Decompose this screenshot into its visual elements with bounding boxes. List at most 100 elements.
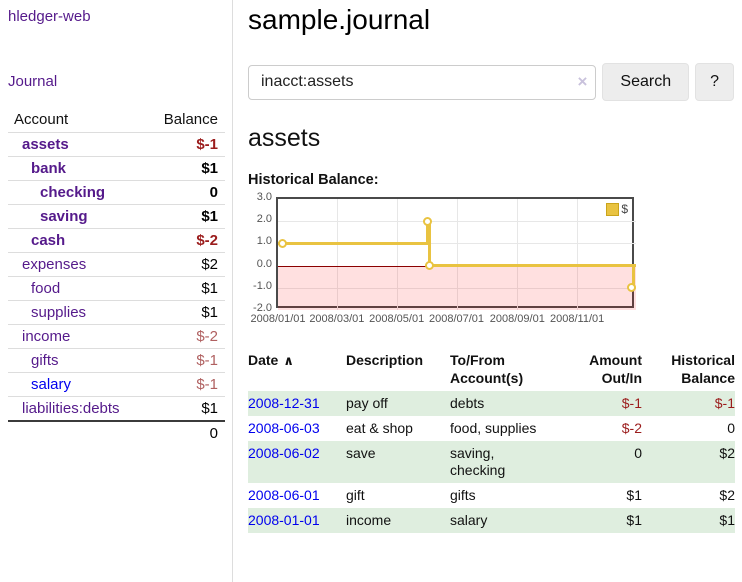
transaction-amount: $1: [626, 512, 642, 528]
register-header-description: Description: [346, 352, 424, 368]
transaction-amount: 0: [634, 445, 642, 461]
account-link-cash[interactable]: cash: [31, 232, 66, 249]
y-tick-label: 0.0: [256, 257, 272, 270]
x-tick-label: 2008/03/01: [309, 313, 365, 325]
transaction-description: pay off: [346, 395, 388, 411]
account-balance: $2: [201, 256, 218, 273]
register-row: 2008-06-02 save saving, checking 0 $2: [248, 441, 735, 483]
account-balance: $-1: [196, 352, 218, 369]
account-balance: $-2: [196, 232, 218, 249]
data-point-marker: [277, 238, 287, 248]
account-balance: $1: [201, 280, 218, 297]
account-row: income $-2: [8, 324, 225, 349]
help-button[interactable]: ?: [695, 63, 734, 101]
account-link-liabilities-debts[interactable]: liabilities:debts: [22, 400, 120, 417]
accounts-header-balance: Balance: [163, 111, 218, 128]
x-tick-label: 2008/05/01: [369, 313, 425, 325]
account-balance: $1: [201, 400, 218, 417]
account-link-expenses[interactable]: expenses: [22, 256, 87, 273]
account-link-saving[interactable]: saving: [40, 208, 88, 225]
search-button[interactable]: Search: [602, 63, 690, 101]
register-row: 2008-06-03 eat & shop food, supplies $-2 0: [248, 416, 735, 441]
register-header-date[interactable]: Date ∧: [248, 352, 294, 368]
app-brand-link[interactable]: hledger-web: [8, 8, 91, 25]
transaction-amount: $-1: [621, 395, 642, 411]
account-balance: 0: [209, 184, 218, 201]
y-tick-label: 2.0: [256, 213, 272, 226]
account-row: expenses $2: [8, 252, 225, 277]
account-row: gifts $-1: [8, 348, 225, 373]
register-header-balance: Historical Balance: [671, 352, 735, 386]
x-tick-label: 2008/09/01: [489, 313, 545, 325]
sidebar: hledger-web Journal Account Balance asse…: [0, 0, 233, 582]
search-box: ×: [248, 64, 597, 100]
transaction-date-link[interactable]: 2008-01-01: [248, 512, 320, 528]
account-title: assets: [248, 124, 321, 152]
transaction-date-link[interactable]: 2008-12-31: [248, 395, 320, 411]
y-tick-label: 1.0: [256, 235, 272, 248]
account-link-checking[interactable]: checking: [40, 184, 106, 201]
sidebar-item-journal[interactable]: Journal: [8, 73, 58, 90]
x-tick-label: 2008/01/01: [250, 313, 306, 325]
account-row: assets $-1: [8, 132, 225, 157]
accounts-header-row: Account Balance: [8, 108, 225, 133]
account-link-supplies[interactable]: supplies: [31, 304, 87, 321]
account-link-salary[interactable]: salary: [31, 376, 72, 393]
transaction-accounts: gifts: [450, 487, 476, 503]
account-link-assets[interactable]: assets: [22, 136, 69, 153]
data-point-marker: [627, 283, 636, 293]
register-header-accounts: To/From Account(s): [450, 352, 524, 386]
legend-label: $: [621, 202, 628, 216]
account-balance: $-2: [196, 328, 218, 345]
account-row: supplies $1: [8, 300, 225, 325]
account-link-income[interactable]: income: [22, 328, 71, 345]
accounts-total-spacer: [8, 421, 143, 445]
page-title: sample.journal: [248, 4, 431, 35]
x-tick-label: 2008/07/01: [428, 313, 485, 325]
account-row: liabilities:debts $1: [8, 396, 225, 422]
account-link-bank[interactable]: bank: [31, 160, 67, 177]
chart-plot: $: [276, 197, 636, 310]
account-row: salary $-1: [8, 372, 225, 397]
transaction-description: income: [346, 512, 392, 528]
account-row: food $1: [8, 276, 225, 301]
transaction-date-link[interactable]: 2008-06-03: [248, 420, 320, 436]
transaction-balance: $2: [719, 445, 735, 461]
search-row: × Search ?: [248, 63, 734, 101]
register-row: 2008-06-01 gift gifts $1 $2: [248, 483, 735, 508]
register-row: 2008-01-01 income salary $1 $1: [248, 508, 735, 533]
chart-plot-area: [277, 199, 636, 310]
sort-asc-icon: ∧: [283, 353, 294, 368]
y-tick-label: -2.0: [253, 302, 272, 314]
transaction-date-link[interactable]: 2008-06-02: [248, 445, 320, 461]
transaction-accounts: salary: [450, 512, 488, 528]
account-balance: $1: [201, 208, 218, 225]
account-balance: $-1: [196, 136, 218, 153]
accounts-total-row: 0: [8, 421, 225, 445]
chart-label: Historical Balance:: [248, 172, 379, 188]
transaction-accounts: debts: [450, 395, 485, 411]
search-input[interactable]: [248, 64, 597, 100]
accounts-table: Account Balance assets $-1 bank $1 checking 0…: [8, 108, 225, 445]
account-balance: $1: [201, 160, 218, 177]
transaction-balance: 0: [727, 420, 735, 436]
transaction-amount: $-2: [621, 420, 642, 436]
account-balance: $1: [201, 304, 218, 321]
transaction-date-link[interactable]: 2008-06-01: [248, 487, 320, 503]
transaction-description: eat & shop: [346, 420, 413, 436]
account-row: checking 0: [8, 180, 225, 205]
historical-balance-chart: 3.0 2.0 1.0 0.0 -1.0 -2.0 $ 2008/01/01 2008/03…: [248, 191, 642, 328]
account-balance: $-1: [196, 376, 218, 393]
main-panel: sample.journal × Search ? assets Histori…: [234, 0, 742, 533]
clear-search-icon[interactable]: ×: [577, 71, 588, 91]
account-link-food[interactable]: food: [31, 280, 61, 297]
register-header-row: Date ∧ Description To/From Account(s) Amo…: [248, 349, 735, 391]
account-link-gifts[interactable]: gifts: [31, 352, 59, 369]
x-tick-label: 2008/11/01: [550, 313, 605, 325]
transaction-balance: $2: [719, 487, 735, 503]
register-header-amount: Amount Out/In: [589, 352, 642, 386]
y-tick-label: 3.0: [256, 191, 272, 203]
data-point-marker: [422, 216, 432, 226]
register-table: Date ∧ Description To/From Account(s) Amo…: [248, 349, 735, 533]
transaction-accounts: saving, checking: [450, 445, 506, 478]
